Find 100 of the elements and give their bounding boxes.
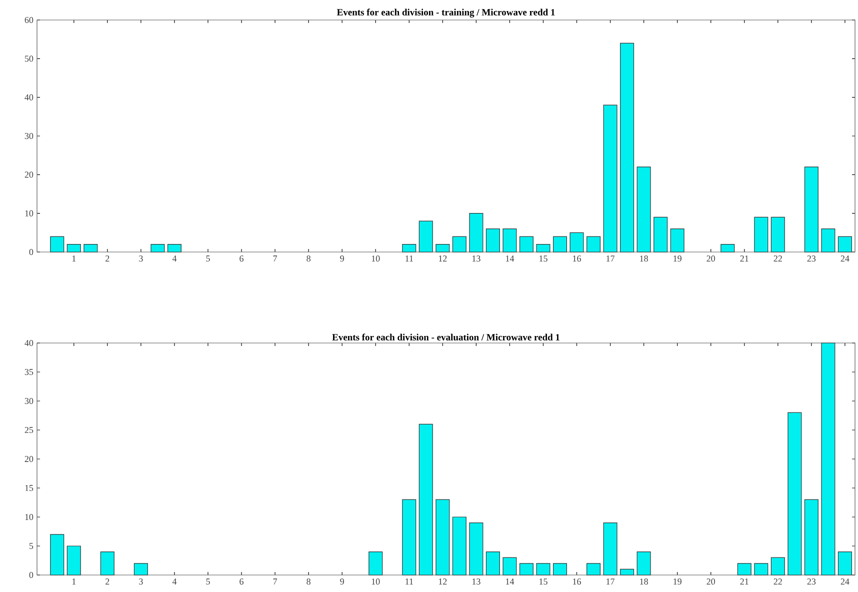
x-tick-label: 24: [840, 578, 850, 584]
x-tick-label: 18: [640, 578, 648, 585]
x-tick-label: 4: [172, 578, 177, 584]
bar: [620, 568, 634, 576]
x-tick-label: 24: [840, 256, 850, 262]
x-tick-label: 4: [172, 256, 177, 262]
bar: [570, 232, 584, 252]
bar: [84, 244, 98, 252]
bar: [586, 236, 601, 252]
y-tick-label: 35: [24, 368, 34, 376]
bar: [636, 166, 651, 252]
bar: [486, 228, 500, 252]
bar: [368, 552, 383, 576]
bar: [804, 499, 818, 576]
x-tick-label: 13: [472, 256, 480, 262]
x-tick-label: 18: [640, 256, 648, 262]
y-tick-label: 10: [25, 514, 34, 520]
x-tick-label: 17: [606, 578, 615, 584]
x-tick-label: 5: [206, 578, 210, 585]
bar: [50, 534, 64, 576]
x-tick-label: 6: [240, 256, 244, 262]
x-tick-label: 10: [372, 256, 380, 262]
bar: [436, 499, 450, 576]
bar: [603, 104, 618, 252]
x-tick-label: 12: [438, 256, 447, 262]
bar: [737, 563, 752, 576]
x-tick-label: 21: [740, 256, 748, 262]
y-tick-label: 60: [24, 16, 34, 24]
bar: [536, 563, 550, 576]
y-tick-label: 30: [24, 398, 34, 404]
x-tick-label: 6: [240, 578, 244, 585]
x-tick-label: 20: [706, 256, 716, 262]
bar: [469, 522, 484, 576]
bar: [670, 228, 684, 252]
x-tick-label: 14: [506, 256, 514, 262]
bar: [452, 516, 466, 576]
x-tick-label: 14: [506, 578, 514, 584]
y-tick-label: 50: [24, 56, 34, 62]
bar: [502, 228, 517, 252]
bar: [552, 563, 567, 576]
x-tick-label: 17: [606, 256, 615, 262]
bar: [402, 499, 416, 576]
y-tick-label: 0: [29, 248, 34, 256]
x-tick-label: 2: [106, 256, 110, 262]
x-tick-label: 1: [72, 256, 76, 262]
y-tick-label: 5: [29, 543, 34, 549]
x-tick-label: 16: [573, 256, 581, 262]
bar: [754, 216, 768, 252]
bar: [821, 342, 836, 576]
x-tick-label: 12: [438, 578, 447, 584]
bar: [418, 424, 433, 576]
bar: [770, 557, 785, 576]
bar: [519, 563, 534, 576]
bar: [519, 236, 534, 252]
x-tick-label: 3: [139, 578, 143, 585]
bar: [603, 522, 618, 576]
chart-title: Events for each division - training / Microwave redd 1: [336, 8, 555, 18]
x-tick-label: 1: [72, 578, 76, 584]
y-tick-label: 0: [29, 572, 34, 578]
bar: [418, 220, 433, 252]
bar: [838, 236, 852, 252]
y-tick-label: 15: [25, 484, 34, 492]
y-tick-label: 20: [24, 456, 34, 462]
bar: [788, 412, 802, 576]
bar: [66, 244, 81, 252]
x-tick-label: 15: [540, 256, 548, 262]
y-tick-label: 30: [24, 132, 34, 140]
x-tick-label: 13: [472, 578, 480, 585]
x-tick-label: 8: [306, 256, 310, 262]
bar: [536, 244, 550, 252]
bar: [402, 244, 416, 252]
x-tick-label: 11: [406, 578, 413, 584]
x-tick-label: 11: [406, 256, 413, 262]
bar: [502, 557, 517, 576]
bar: [100, 552, 114, 576]
bar: [804, 166, 818, 252]
x-tick-label: 23: [807, 578, 816, 585]
bar: [720, 244, 735, 252]
bar: [620, 42, 634, 252]
x-tick-label: 23: [807, 256, 816, 262]
x-tick-label: 10: [372, 578, 380, 585]
chart-title: Events for each division - evaluation / Microwave redd 1: [332, 334, 560, 340]
bar: [586, 563, 601, 576]
x-tick-label: 9: [340, 256, 344, 262]
x-tick-label: 7: [273, 256, 278, 262]
x-tick-label: 7: [273, 578, 278, 584]
x-tick-label: 21: [740, 578, 748, 584]
bar: [150, 244, 165, 252]
x-tick-label: 22: [774, 578, 782, 584]
x-tick-label: 16: [573, 578, 581, 585]
bar: [770, 216, 785, 252]
x-tick-label: 2: [106, 578, 110, 584]
bar: [754, 563, 768, 576]
bar: [469, 213, 484, 252]
bar: [66, 546, 81, 576]
bar: [50, 236, 64, 252]
x-tick-label: 8: [306, 578, 310, 585]
bar: [552, 236, 567, 252]
x-tick-label: 9: [340, 578, 344, 585]
y-tick-label: 40: [24, 340, 34, 346]
